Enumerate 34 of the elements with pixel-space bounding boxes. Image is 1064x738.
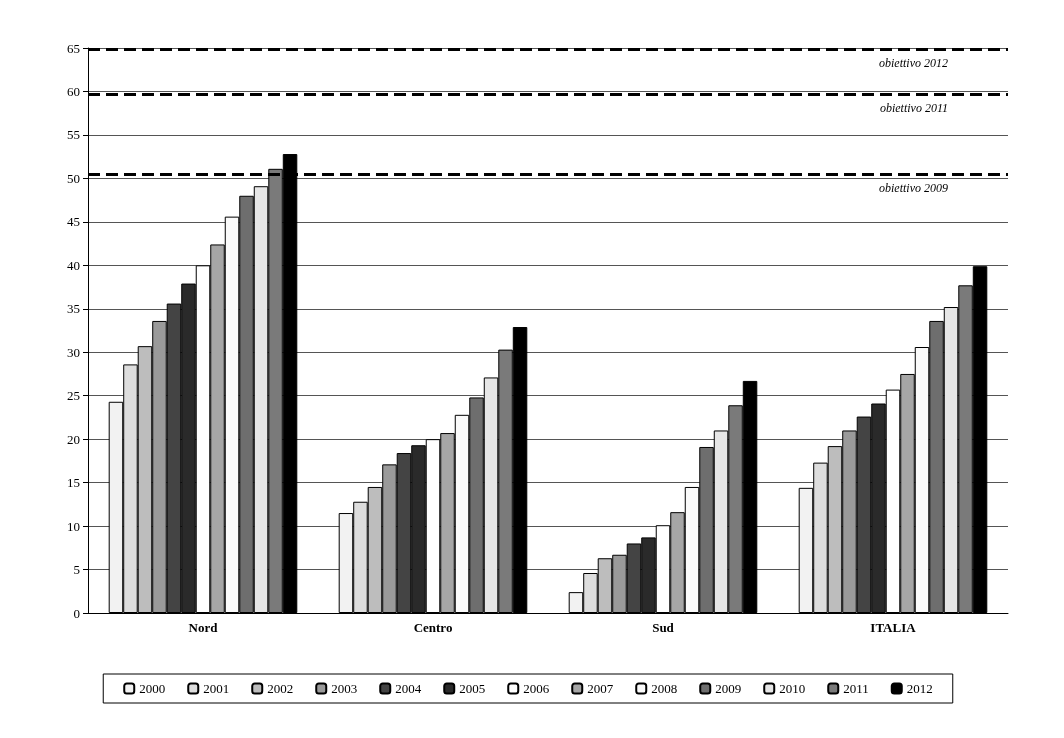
- x-tick-label: Centro: [413, 620, 453, 635]
- y-tick-label: 25: [67, 388, 80, 404]
- ref-line-label: obiettivo 2009: [879, 181, 948, 196]
- y-tick-label: 10: [67, 518, 80, 534]
- legend-label: 2007: [587, 681, 614, 696]
- x-tick-label: Sud: [652, 620, 675, 635]
- y-tick-label: 35: [67, 301, 80, 317]
- y-tick-label: 15: [67, 475, 80, 491]
- legend-label: 2000: [139, 681, 166, 696]
- legend-label: 2009: [715, 681, 742, 696]
- y-tick-label: 0: [73, 605, 80, 621]
- legend-label: 2012: [906, 681, 933, 696]
- x-tick-label: ITALIA: [870, 620, 917, 635]
- y-tick-label: 45: [67, 214, 80, 230]
- ref-line-label: obiettivo 2012: [879, 55, 948, 70]
- legend-label: 2008: [651, 681, 678, 696]
- y-tick-label: 40: [67, 257, 80, 273]
- y-tick-label: 65: [67, 40, 80, 56]
- x-tick-label: Nord: [188, 620, 219, 635]
- y-tick-label: 20: [67, 431, 80, 447]
- legend-label: 2006: [523, 681, 550, 696]
- legend-label: 2002: [267, 681, 294, 696]
- legend-label: 2005: [459, 681, 486, 696]
- y-tick-label: 60: [67, 83, 80, 99]
- legend-label: 2001: [203, 681, 230, 696]
- y-tick-label: 30: [67, 344, 80, 360]
- y-tick-label: 55: [67, 127, 80, 143]
- ref-line-label: obiettivo 2011: [879, 101, 948, 116]
- y-tick-label: 50: [67, 170, 80, 186]
- legend-label: 2011: [843, 681, 869, 696]
- legend-label: 2003: [331, 681, 358, 696]
- legend-label: 2004: [395, 681, 422, 696]
- legend-label: 2010: [779, 681, 806, 696]
- y-tick-label: 5: [73, 562, 80, 578]
